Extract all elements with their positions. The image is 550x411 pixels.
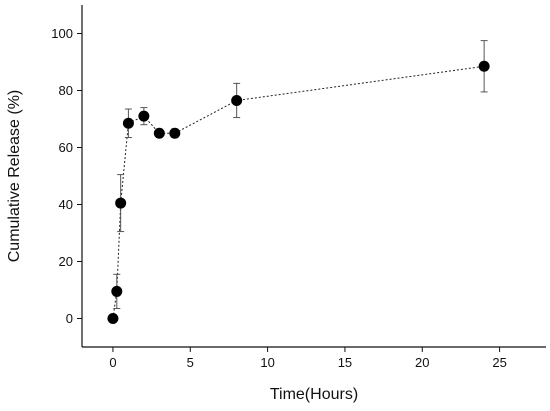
series-line [112, 65, 485, 319]
data-point [138, 110, 150, 122]
data-point [478, 60, 490, 72]
data-point [231, 94, 243, 106]
x-axis-title: Time(Hours) [270, 386, 358, 403]
y-tick-label: 20 [59, 254, 73, 269]
data-point [169, 127, 181, 139]
x-tick-label: 0 [109, 355, 116, 370]
data-point [153, 127, 165, 139]
x-tick-label: 5 [187, 355, 194, 370]
y-tick-label: 40 [59, 197, 73, 212]
y-tick-label: 100 [51, 26, 73, 41]
x-tick-label: 25 [492, 355, 506, 370]
y-axis-title: Cumulative Release (%) [6, 90, 23, 263]
x-tick-label: 15 [338, 355, 352, 370]
data-point [115, 197, 127, 209]
y-tick-label: 0 [66, 311, 73, 326]
data-point [111, 285, 123, 297]
y-tick-label: 80 [59, 83, 73, 98]
data-point [107, 313, 119, 324]
ticks: 0 5 10 15 20 25 0 20 40 60 80 100 [51, 26, 507, 370]
axes [81, 5, 546, 348]
x-tick-label: 20 [415, 355, 429, 370]
y-tick-label: 60 [59, 140, 73, 155]
x-tick-label: 10 [260, 355, 274, 370]
plot-area [107, 40, 490, 324]
data-point [122, 117, 134, 129]
